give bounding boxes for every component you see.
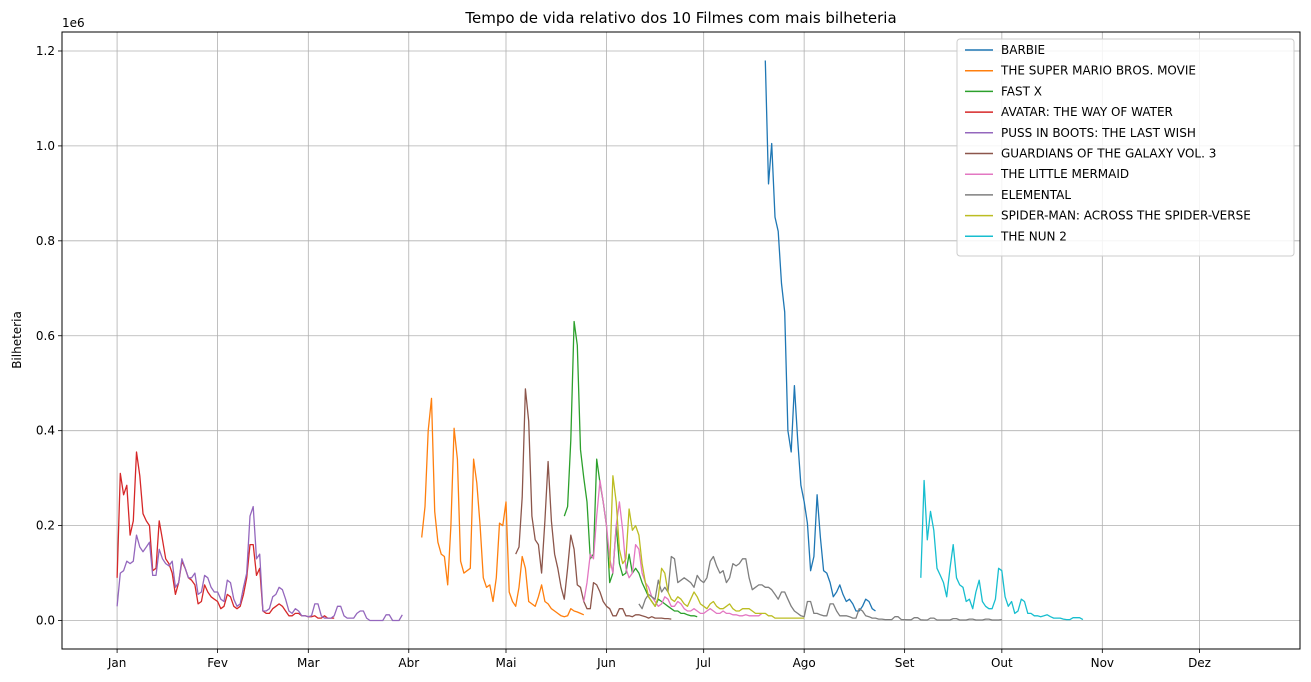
- legend: BARBIE THE SUPER MARIO BROS. MOVIE FAST X A…: [956, 38, 1295, 257]
- series-line-8: [638, 555, 1002, 621]
- y-tick-label: 0.0: [36, 614, 55, 628]
- y-tick-label: 0.2: [36, 519, 55, 533]
- x-axis: Jan Fev Mar Abr Mai Jun Jul Ago Set Out Nov Dez: [107, 649, 1211, 670]
- series-line-7: [583, 479, 763, 617]
- x-tick-label: Dez: [1188, 656, 1211, 670]
- y-tick-label: 0.6: [36, 329, 55, 343]
- series-line-2: [421, 397, 585, 618]
- x-tick-label: Mai: [495, 656, 516, 670]
- x-tick-label: Nov: [1091, 656, 1114, 670]
- legend-entry: PUSS IN BOOTS: THE LAST WISH: [1001, 126, 1196, 140]
- y-tick-label: 0.8: [36, 234, 55, 248]
- x-tick-label: Ago: [793, 656, 816, 670]
- x-tick-label: Mar: [297, 656, 320, 670]
- x-tick-label: Jul: [695, 656, 710, 670]
- y-axis-label: Bilheteria: [10, 311, 24, 369]
- plot-frame: [61, 31, 1301, 650]
- legend-box: [956, 38, 1295, 257]
- series-line-6: [515, 388, 672, 620]
- y-tick-label: 1.2: [36, 44, 55, 58]
- legend-entry: ELEMENTAL: [1001, 188, 1071, 202]
- series-layer: [116, 60, 1084, 622]
- legend-entry: GUARDIANS OF THE GALAXY VOL. 3: [1001, 147, 1216, 161]
- x-tick-label: Abr: [398, 656, 419, 670]
- legend-entry: BARBIE: [1001, 43, 1045, 57]
- legend-entry: AVATAR: THE WAY OF WATER: [1001, 105, 1173, 119]
- chart-title: Tempo de vida relativo dos 10 Filmes com…: [464, 9, 896, 27]
- legend-entry: FAST X: [1001, 84, 1042, 98]
- series-line-4: [116, 451, 335, 619]
- legend-entry: THE NUN 2: [1000, 229, 1067, 243]
- y-tick-label: 0.4: [36, 424, 55, 438]
- x-tick-label: Jun: [596, 656, 616, 670]
- legend-entry: SPIDER-MAN: ACROSS THE SPIDER-VERSE: [1001, 209, 1251, 223]
- x-tick-label: Set: [895, 656, 915, 670]
- series-line-5: [116, 505, 403, 622]
- x-tick-label: Jan: [107, 656, 127, 670]
- series-line-9: [609, 475, 805, 619]
- y-axis: 0.0 0.2 0.4 0.6 0.8 1.0 1.2: [36, 44, 62, 628]
- x-tick-label: Out: [991, 656, 1013, 670]
- series-line-1: [764, 60, 876, 612]
- series-line-3: [563, 320, 698, 618]
- y-offset-label: 1e6: [62, 16, 85, 30]
- series-line-10: [920, 479, 1084, 621]
- y-tick-label: 1.0: [36, 139, 55, 153]
- legend-entry: THE LITTLE MERMAID: [1000, 167, 1129, 181]
- x-tick-label: Fev: [207, 656, 228, 670]
- legend-entry: THE SUPER MARIO BROS. MOVIE: [1000, 64, 1196, 78]
